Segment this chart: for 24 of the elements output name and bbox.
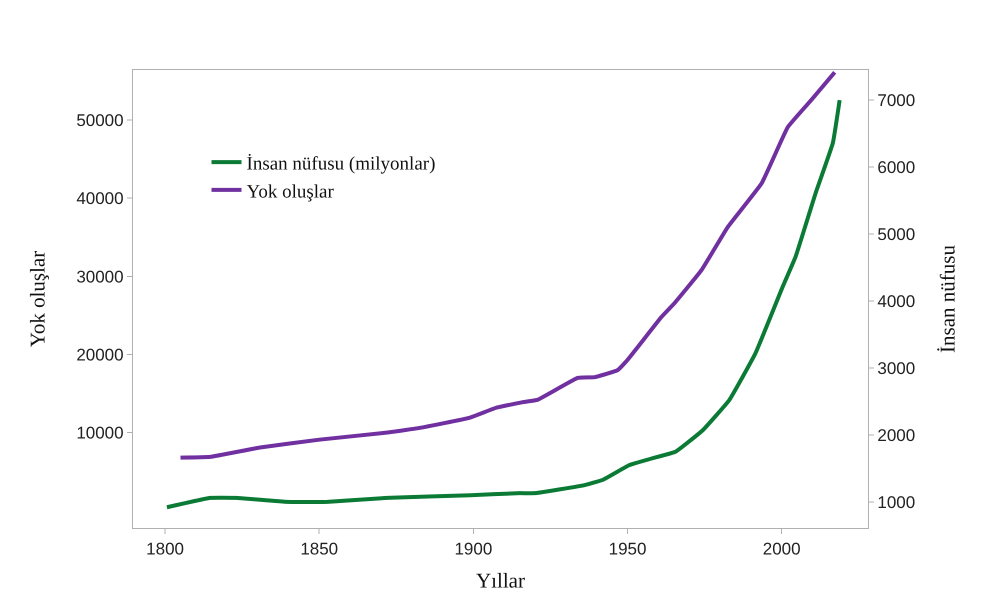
y2-axis-title: İnsan nüfusu xyxy=(935,244,960,353)
x-tick-label: 1800 xyxy=(146,539,184,558)
line-series xyxy=(178,70,837,460)
legend-label: İnsan nüfusu (milyonlar) xyxy=(246,154,436,175)
y-axis-title: Yok oluşlar xyxy=(25,250,50,348)
line-series xyxy=(164,98,842,510)
y2-tick-label: 7000 xyxy=(877,91,916,110)
x-tick-label: 1950 xyxy=(608,539,646,558)
y-tick-label: 40000 xyxy=(76,189,124,208)
x-tick-label: 2000 xyxy=(762,539,801,558)
y2-tick-label: 5000 xyxy=(877,225,916,244)
y2-tick-label: 6000 xyxy=(877,158,916,178)
y-tick-label: 30000 xyxy=(76,267,124,286)
x-axis-title: Yıllar xyxy=(476,568,525,593)
legend-label: Yok oluşlar xyxy=(246,181,334,202)
x-tick-label: 1850 xyxy=(300,539,338,558)
y-tick-label: 50000 xyxy=(76,110,124,130)
x-tick-label: 1900 xyxy=(454,539,492,558)
y2-tick-label: 3000 xyxy=(877,358,916,378)
y-tick-label: 10000 xyxy=(76,424,124,443)
y-tick-label: 20000 xyxy=(76,345,124,364)
y2-tick-label: 2000 xyxy=(877,426,916,445)
y2-tick-label: 4000 xyxy=(877,292,916,311)
y2-tick-label: 1000 xyxy=(877,492,916,512)
